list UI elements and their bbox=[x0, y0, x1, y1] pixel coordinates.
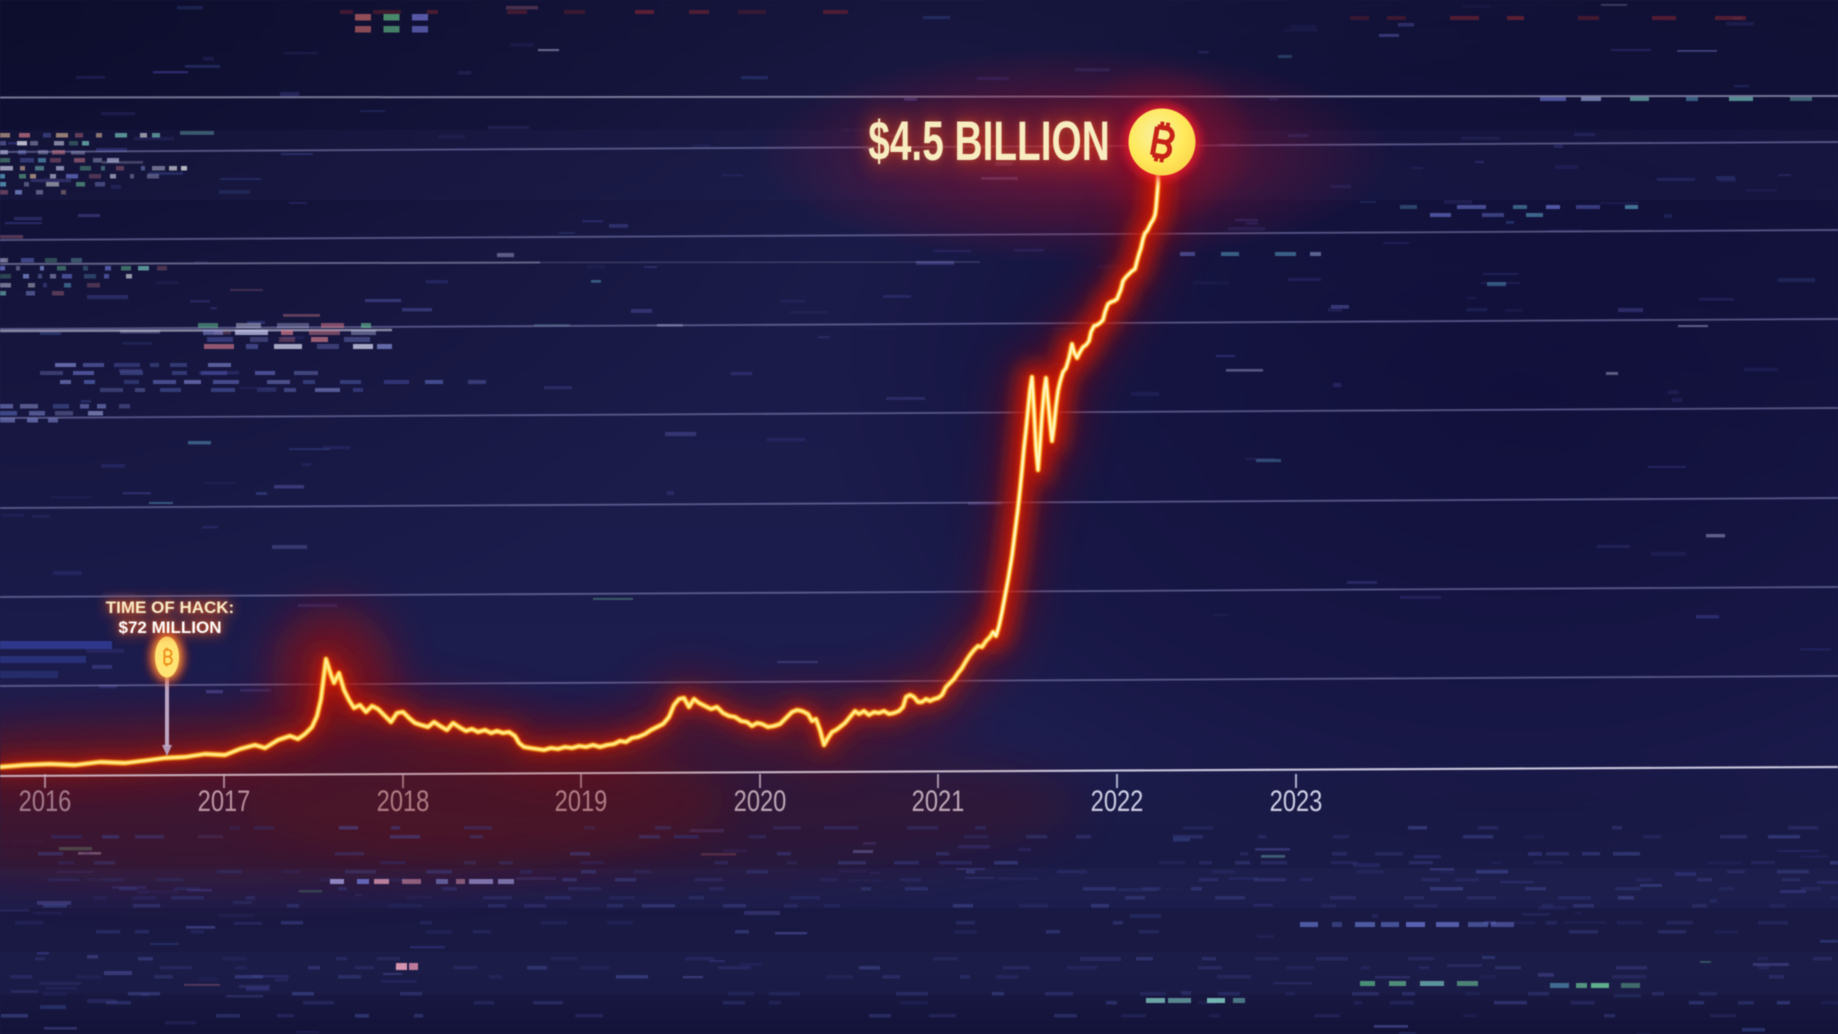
svg-text:TIME OF HACK:: TIME OF HACK: bbox=[106, 598, 234, 617]
svg-text:2022: 2022 bbox=[1091, 784, 1144, 817]
svg-text:2023: 2023 bbox=[1270, 784, 1323, 817]
svg-text:$72 MILLION: $72 MILLION bbox=[119, 618, 222, 637]
svg-text:$4.5 BILLION: $4.5 BILLION bbox=[868, 110, 1109, 173]
